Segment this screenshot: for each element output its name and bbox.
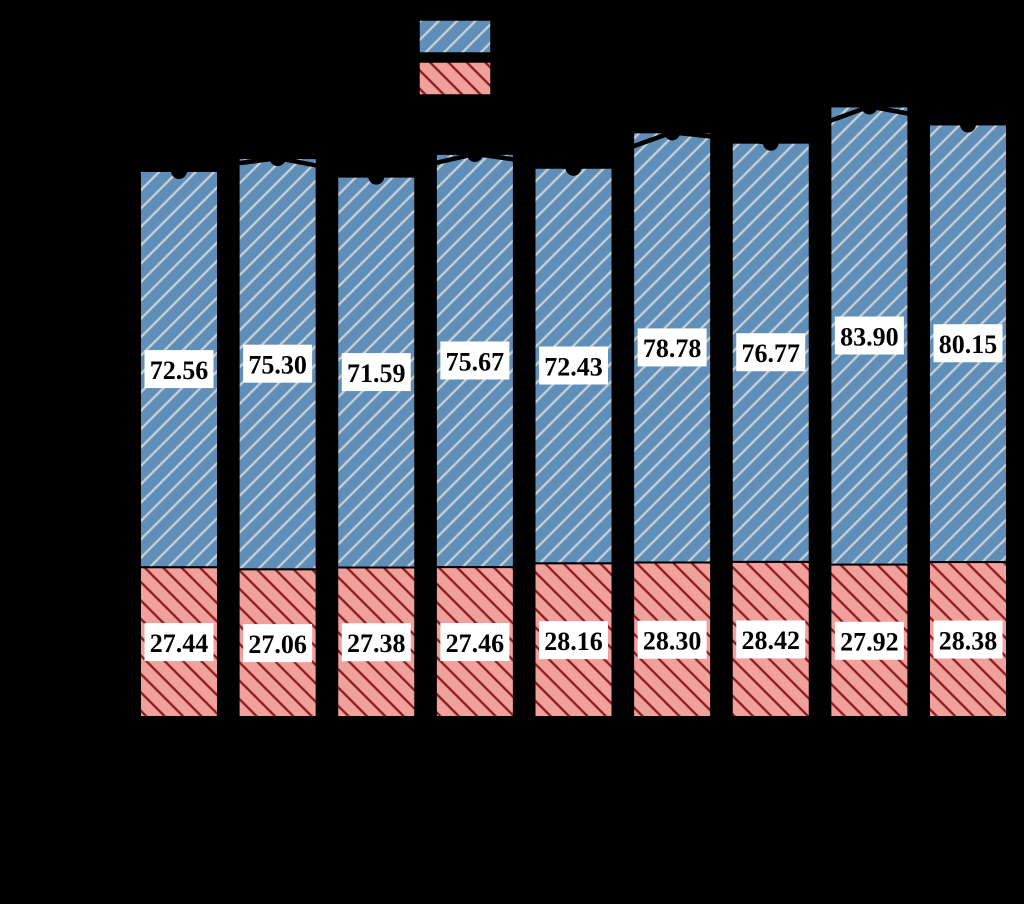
total-line-marker: [762, 134, 779, 151]
value-label: 83.90: [840, 322, 899, 351]
value-label-box: [341, 353, 411, 392]
value-label: 28.42: [742, 626, 801, 655]
value-label: 27.44: [150, 629, 209, 658]
value-label: 72.56: [150, 356, 209, 385]
value-label-box: [637, 620, 707, 659]
legend: [418, 19, 492, 96]
total-line-marker: [565, 159, 582, 176]
value-label-box: [144, 623, 214, 662]
value-label: 72.43: [544, 352, 603, 381]
value-labels: 27.44 72.56 27.06 75.30 27.38 71.59 27.46 75.67…: [144, 316, 1003, 663]
value-label-box: [539, 621, 608, 660]
total-line-marker: [171, 163, 187, 179]
value-label-box: [144, 350, 214, 389]
value-label: 75.67: [446, 347, 505, 376]
value-label: 28.38: [939, 626, 998, 655]
value-label-box: [834, 621, 904, 660]
value-label: 71.59: [347, 359, 406, 388]
total-line-marker: [664, 124, 681, 141]
total-line-layer: [171, 98, 976, 185]
value-label-box: [933, 620, 1003, 659]
value-label: 27.92: [840, 628, 899, 657]
value-label: 76.77: [742, 339, 801, 368]
value-label: 27.06: [248, 630, 307, 659]
total-line-marker: [861, 98, 878, 115]
value-label-box: [440, 623, 510, 662]
value-label-box: [341, 623, 411, 662]
value-label-box: [933, 324, 1003, 363]
total-line-marker: [368, 168, 385, 185]
value-label-box: [440, 341, 510, 380]
legend-swatch-bottom-segment: [418, 61, 492, 96]
value-label-box: [736, 333, 806, 372]
value-label-box: [736, 620, 806, 659]
total-line-marker: [269, 150, 286, 167]
value-label: 27.46: [446, 629, 505, 658]
value-label-box: [834, 316, 904, 355]
value-label: 28.30: [643, 627, 702, 656]
total-line-marker: [466, 145, 483, 162]
value-label: 80.15: [939, 330, 998, 359]
legend-swatch-top-segment: [418, 19, 492, 54]
value-label-box: [539, 346, 608, 385]
total-line-marker: [960, 116, 976, 133]
value-label: 78.78: [643, 334, 702, 363]
value-label-box: [637, 328, 707, 367]
value-label: 28.16: [544, 627, 603, 656]
value-label-box: [243, 344, 313, 383]
value-label: 27.38: [347, 629, 406, 658]
value-label: 75.30: [248, 350, 307, 379]
value-label-box: [243, 624, 313, 663]
